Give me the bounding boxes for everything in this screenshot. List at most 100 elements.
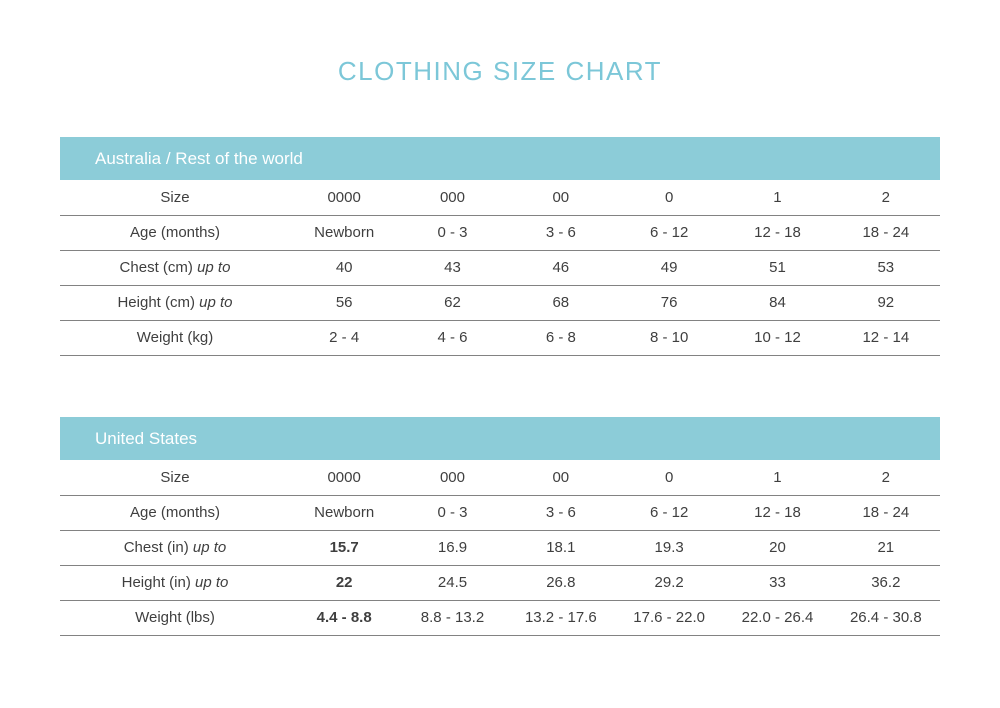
table-row: Chest (cm) up to 40 43 46 49 51 53 <box>60 250 940 286</box>
cell: 33 <box>723 565 832 601</box>
cell: 10 - 12 <box>723 320 832 356</box>
row-label-text: Age (months) <box>129 224 221 241</box>
row-label: Weight (lbs) <box>60 600 290 636</box>
cell: 26.8 <box>506 565 615 601</box>
table-header-united-states: United States <box>60 417 940 460</box>
row-label: Age (months) <box>60 215 290 251</box>
row-label-suffix: up to <box>192 539 227 556</box>
cell: 12 - 18 <box>723 215 832 251</box>
cell: 22.0 - 26.4 <box>723 600 832 636</box>
cell: 000 <box>398 460 507 496</box>
row-label-text: Height (cm) <box>117 294 195 311</box>
cell: 53 <box>831 250 940 286</box>
cell: 46 <box>506 250 615 286</box>
cell: 0000 <box>290 180 399 216</box>
cell: 36.2 <box>831 565 940 601</box>
cell: 0 <box>614 460 724 496</box>
cell: 62 <box>398 285 507 321</box>
cell: 8 - 10 <box>614 320 724 356</box>
cell: 20 <box>723 530 832 566</box>
row-label: Height (in) up to <box>60 565 290 601</box>
row-label: Chest (in) up to <box>60 530 290 566</box>
row-label: Size <box>60 180 290 216</box>
size-table-united-states: United States Size 0000 000 00 0 1 2 Age… <box>60 417 940 636</box>
cell: 3 - 6 <box>506 215 615 251</box>
cell: 22 <box>290 565 399 601</box>
cell: Newborn <box>290 215 399 251</box>
row-label-suffix: up to <box>197 259 231 276</box>
table-row: Weight (kg) 2 - 4 4 - 6 6 - 8 8 - 10 10 … <box>60 320 940 356</box>
size-grid-australia: Size 0000 000 00 0 1 2 Age (months) Newb… <box>60 180 940 356</box>
row-label-text: Weight (kg) <box>136 329 214 346</box>
row-label-text: Height (in) <box>121 574 191 591</box>
cell: 18 - 24 <box>831 215 940 251</box>
cell: 40 <box>290 250 399 286</box>
row-label: Size <box>60 460 290 496</box>
cell: 16.9 <box>398 530 507 566</box>
cell: 29.2 <box>614 565 724 601</box>
row-label-text: Size <box>160 188 190 206</box>
cell: 49 <box>614 250 724 286</box>
table-row: Chest (in) up to 15.7 16.9 18.1 19.3 20 … <box>60 530 940 566</box>
table-row: Age (months) Newborn 0 - 3 3 - 6 6 - 12 … <box>60 495 940 531</box>
cell: 12 - 14 <box>831 320 940 356</box>
cell: 17.6 - 22.0 <box>614 600 724 636</box>
table-row: Height (cm) up to 56 62 68 76 84 92 <box>60 285 940 321</box>
cell: 4 - 6 <box>398 320 507 356</box>
cell: 8.8 - 13.2 <box>398 600 507 636</box>
cell: 76 <box>614 285 724 321</box>
row-label-text: Chest (cm) <box>119 259 193 276</box>
cell: 56 <box>290 285 399 321</box>
cell: 2 - 4 <box>290 320 399 356</box>
table-row: Size 0000 000 00 0 1 2 <box>60 180 940 216</box>
cell: 2 <box>831 180 940 216</box>
size-table-australia: Australia / Rest of the world Size 0000 … <box>60 137 940 356</box>
cell: 51 <box>723 250 832 286</box>
cell: 12 - 18 <box>723 495 832 531</box>
cell: 84 <box>723 285 832 321</box>
cell: Newborn <box>290 495 399 531</box>
cell: 6 - 12 <box>614 215 724 251</box>
cell: 18 - 24 <box>831 495 940 531</box>
table-row: Weight (lbs) 4.4 - 8.8 8.8 - 13.2 13.2 -… <box>60 600 940 636</box>
page-title: CLOTHING SIZE CHART <box>337 56 663 86</box>
cell: 92 <box>831 285 940 321</box>
row-label-suffix: up to <box>195 574 229 591</box>
cell: 0 - 3 <box>398 215 507 251</box>
row-label: Weight (kg) <box>60 320 290 356</box>
row-label: Height (cm) up to <box>60 285 290 321</box>
cell: 0 <box>614 180 724 216</box>
cell: 68 <box>506 285 615 321</box>
size-grid-united-states: Size 0000 000 00 0 1 2 Age (months) Newb… <box>60 460 940 636</box>
cell: 1 <box>723 460 832 496</box>
cell: 43 <box>398 250 507 286</box>
cell: 00 <box>506 460 615 496</box>
row-label-suffix: up to <box>199 294 233 311</box>
cell: 13.2 - 17.6 <box>506 600 615 636</box>
cell: 6 - 12 <box>614 495 724 531</box>
cell: 24.5 <box>398 565 507 601</box>
table-header-australia: Australia / Rest of the world <box>60 137 940 180</box>
cell: 4.4 - 8.8 <box>290 600 399 636</box>
cell: 6 - 8 <box>506 320 615 356</box>
cell: 21 <box>831 530 940 566</box>
cell: 26.4 - 30.8 <box>831 600 940 636</box>
cell: 15.7 <box>290 530 399 566</box>
cell: 3 - 6 <box>506 495 615 531</box>
row-label-text: Age (months) <box>129 504 221 521</box>
cell: 0000 <box>290 460 399 496</box>
cell: 1 <box>723 180 832 216</box>
cell: 2 <box>831 460 940 496</box>
row-label-text: Size <box>160 468 190 486</box>
cell: 19.3 <box>614 530 724 566</box>
cell: 0 - 3 <box>398 495 507 531</box>
cell: 18.1 <box>506 530 615 566</box>
table-row: Height (in) up to 22 24.5 26.8 29.2 33 3… <box>60 565 940 601</box>
cell: 000 <box>398 180 507 216</box>
row-label-text: Chest (in) <box>123 539 189 556</box>
table-row: Age (months) Newborn 0 - 3 3 - 6 6 - 12 … <box>60 215 940 251</box>
table-row: Size 0000 000 00 0 1 2 <box>60 460 940 496</box>
cell: 00 <box>506 180 615 216</box>
row-label-text: Weight (lbs) <box>135 609 215 626</box>
row-label: Age (months) <box>60 495 290 531</box>
